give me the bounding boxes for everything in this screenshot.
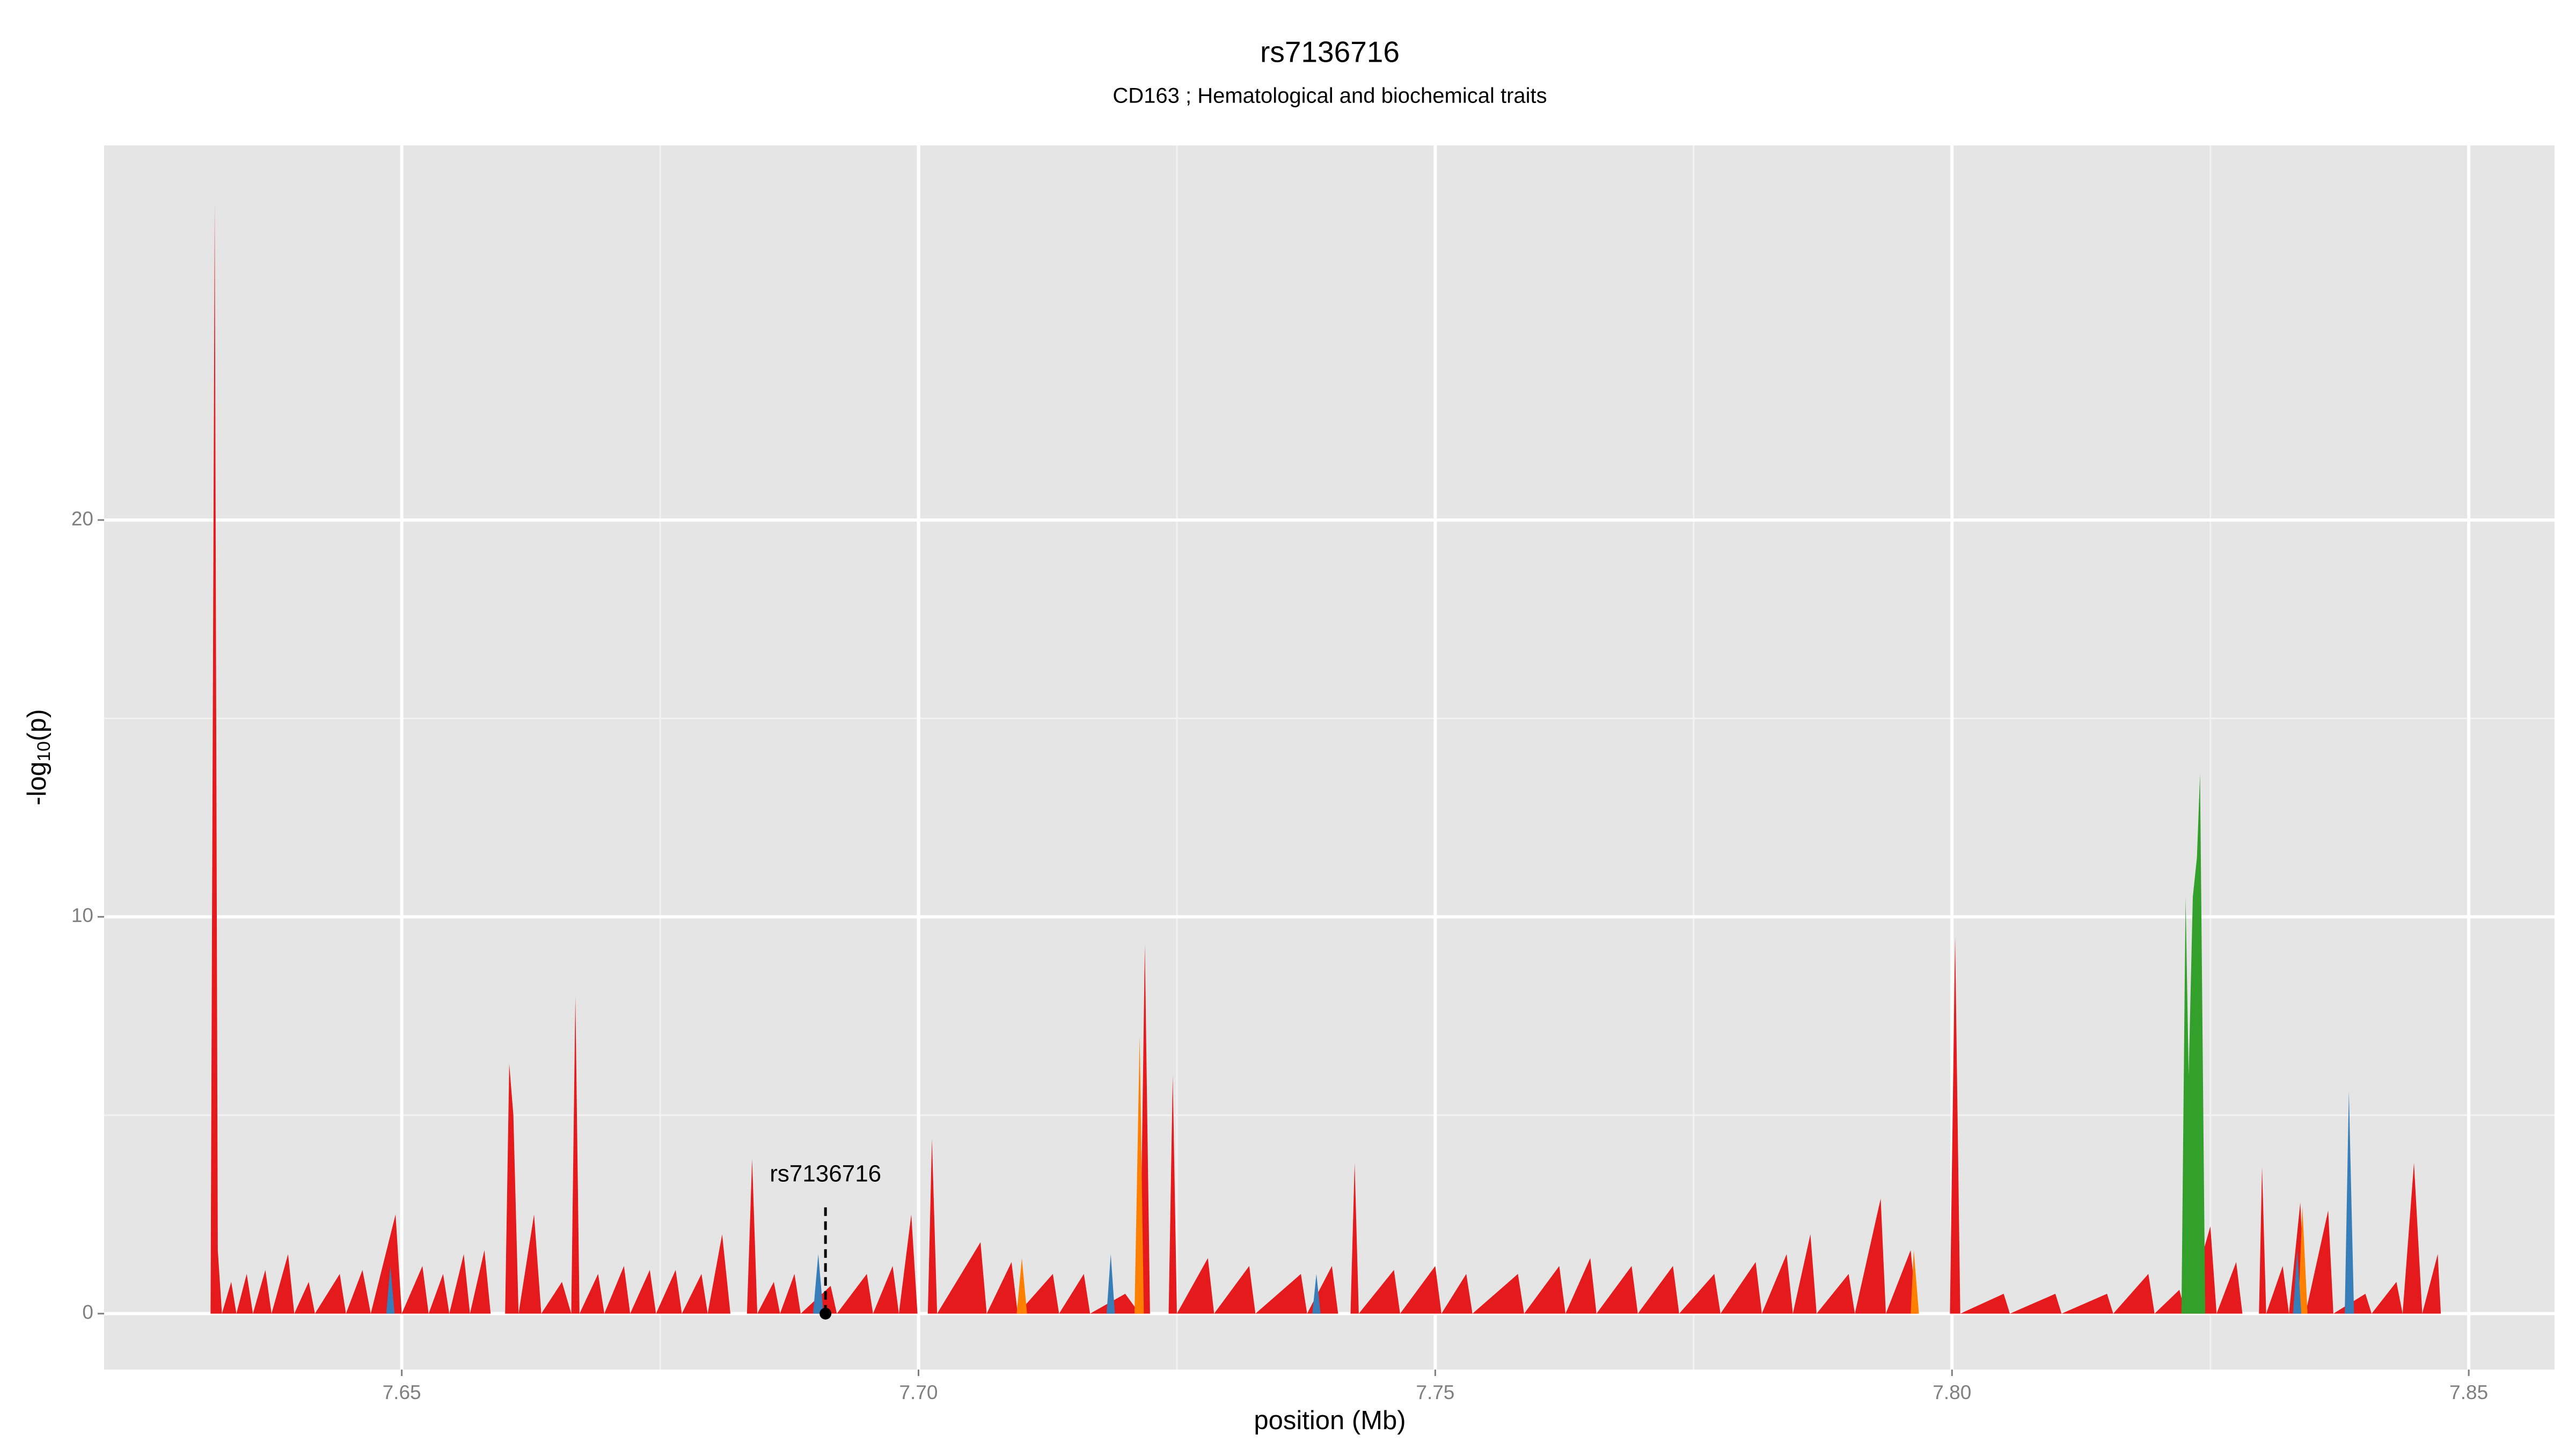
x-tick-label: 7.85	[2449, 1381, 2488, 1403]
x-axis-label: position (Mb)	[1254, 1406, 1406, 1435]
y-tick-label: 0	[82, 1301, 93, 1323]
annotation-label: rs7136716	[770, 1160, 881, 1187]
x-tick-label: 7.70	[899, 1381, 938, 1403]
x-tick-label: 7.65	[383, 1381, 421, 1403]
y-tick-label: 20	[71, 508, 93, 530]
y-label-part: (p)	[23, 709, 52, 741]
chart-title: rs7136716	[1260, 35, 1400, 69]
annotation-point	[819, 1307, 832, 1320]
y-tick-label: 10	[71, 904, 93, 926]
area	[2181, 774, 2206, 1314]
y-axis-label: -log10(p)	[23, 709, 54, 805]
y-label-part: -log	[23, 762, 52, 806]
y-label-sub: 10	[34, 741, 54, 762]
x-tick-label: 7.75	[1416, 1381, 1454, 1403]
chart-subtitle: CD163 ; Hematological and biochemical tr…	[1113, 84, 1547, 108]
x-tick-label: 7.80	[1933, 1381, 1971, 1403]
